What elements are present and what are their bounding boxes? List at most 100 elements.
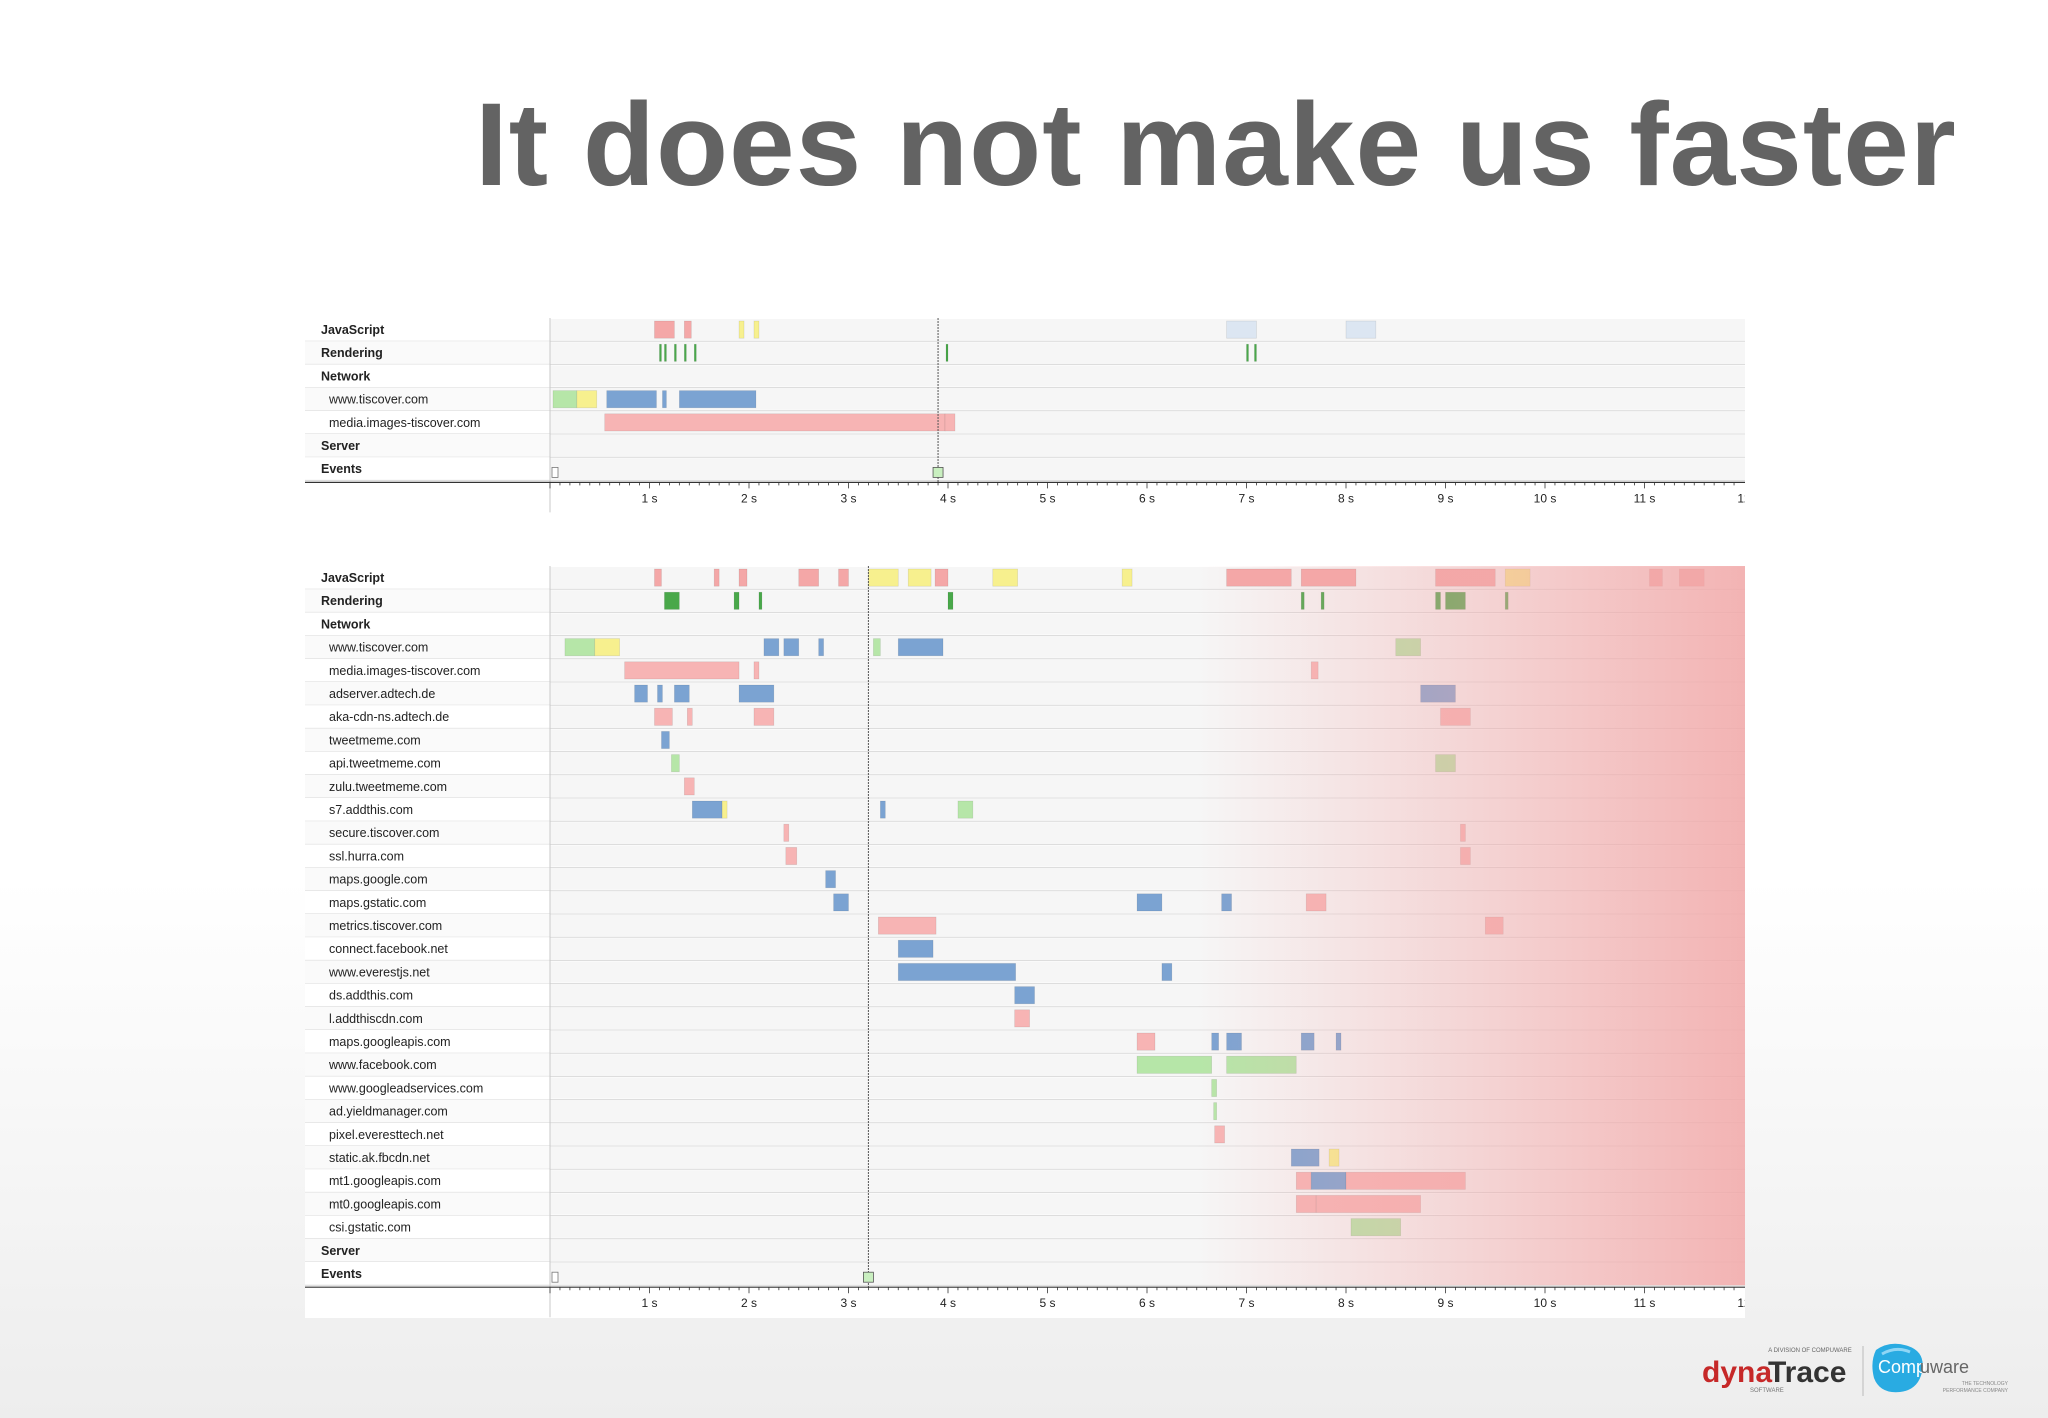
request-bar <box>763 638 780 657</box>
row-label: s7.addthis.com <box>329 803 413 817</box>
row-label: maps.gstatic.com <box>329 896 426 910</box>
request-bar <box>693 343 697 362</box>
row-label: ds.addthis.com <box>329 989 413 1003</box>
row-label: www.tiscover.com <box>328 641 428 655</box>
request-bar <box>654 320 675 339</box>
request-bar <box>674 684 690 703</box>
axis-tick-label: 1 s <box>641 491 657 505</box>
row-label: www.everestjs.net <box>328 965 430 979</box>
request-bar <box>738 684 775 703</box>
events-start-icon <box>551 1271 559 1283</box>
row-label-cell <box>305 1238 550 1262</box>
timeline-row: Network <box>305 364 1745 389</box>
row-label-cell <box>305 612 550 636</box>
logo-brand-a: dyna <box>1702 1356 1772 1389</box>
row-label: aka-cdn-ns.adtech.de <box>329 710 449 724</box>
request-bar <box>934 568 949 587</box>
row-label: JavaScript <box>321 571 385 585</box>
axis-tick-label: 1 s <box>641 1296 657 1310</box>
axis-tick-label: 11 s <box>1634 1296 1656 1310</box>
row-label: media.images-tiscover.com <box>329 664 480 678</box>
request-bar <box>798 568 819 587</box>
axis-tick-label: 10 s <box>1534 1296 1557 1310</box>
axis-tick-label: 6 s <box>1139 491 1155 505</box>
row-label-cell <box>305 890 550 914</box>
row-label: Rendering <box>321 346 383 360</box>
row-label-cell <box>305 844 550 868</box>
row-label: Network <box>321 617 370 631</box>
request-bar <box>878 916 937 935</box>
row-label: pixel.everesttech.net <box>329 1128 444 1142</box>
timeline-row: Rendering <box>305 341 1745 365</box>
row-label: static.ak.fbcdn.net <box>329 1151 430 1165</box>
request-bar <box>738 320 745 339</box>
request-bar <box>691 800 723 819</box>
request-bar <box>684 320 692 339</box>
request-bar <box>713 568 720 587</box>
row-label: Server <box>321 439 360 453</box>
request-bar <box>594 638 620 657</box>
timeline-row: www.tiscover.com <box>305 387 1745 412</box>
row-track <box>550 365 1745 387</box>
request-bar <box>753 707 775 726</box>
event-marker-icon <box>932 466 944 478</box>
timeline-row: Server <box>305 434 1745 458</box>
row-label: www.googleadservices.com <box>328 1081 483 1095</box>
row-label-cell <box>305 1262 550 1286</box>
request-bar <box>674 343 677 362</box>
row-label: secure.tiscover.com <box>329 826 439 840</box>
axis-tick-label: 11 s <box>1634 491 1656 505</box>
request-bar <box>753 320 760 339</box>
row-label: mt1.googleapis.com <box>329 1174 441 1188</box>
row-label: JavaScript <box>321 323 385 337</box>
logo-partner-a: Comp <box>1878 1357 1926 1377</box>
request-bar <box>684 777 695 796</box>
request-bar <box>897 638 944 657</box>
row-label-cell <box>305 705 550 729</box>
axis-tick-label: 7 s <box>1238 1296 1254 1310</box>
event-marker-icon <box>863 1271 874 1283</box>
request-bar <box>880 800 886 819</box>
row-label-cell <box>305 821 550 845</box>
row-label: media.images-tiscover.com <box>329 416 480 430</box>
logo-brand-b: Trace <box>1768 1356 1846 1389</box>
row-label-cell <box>305 983 550 1007</box>
timeline-row: JavaScript <box>305 318 1745 342</box>
row-label-cell <box>305 867 550 891</box>
request-bar <box>785 847 798 865</box>
row-label: Server <box>321 1244 360 1258</box>
row-track <box>550 435 1745 457</box>
request-bar <box>833 893 849 912</box>
cloud-highlight-icon <box>1881 1347 1911 1356</box>
row-label-cell <box>305 1146 550 1170</box>
axis-tick-label: 4 s <box>940 491 956 505</box>
logo-partner-b: uware <box>1920 1357 1969 1377</box>
row-label: connect.facebook.net <box>329 942 448 956</box>
request-bar <box>947 591 954 610</box>
request-bar <box>552 390 578 409</box>
row-label-cell <box>305 635 550 659</box>
axis-tick-label: 5 s <box>1039 1296 1055 1310</box>
axis-tick-label: 12 <box>1737 1296 1745 1310</box>
request-bar <box>907 568 932 587</box>
request-bar <box>664 591 680 610</box>
row-label: ad.yieldmanager.com <box>329 1105 448 1119</box>
logo-partner-tag2: PERFORMANCE COMPANY <box>1943 1388 2009 1394</box>
slide-title: It does not make us faster <box>475 79 1957 211</box>
row-label: ssl.hurra.com <box>329 849 404 863</box>
request-bar <box>576 390 598 409</box>
row-label: zulu.tweetmeme.com <box>329 780 447 794</box>
logo-partner-tag1: THE TECHNOLOGY <box>1962 1381 2009 1387</box>
row-label: mt0.googleapis.com <box>329 1197 441 1211</box>
axis-tick-label: 9 s <box>1437 491 1453 505</box>
request-bar <box>654 707 673 726</box>
row-label: tweetmeme.com <box>329 733 421 747</box>
request-bar <box>944 413 956 432</box>
request-bar <box>818 638 824 657</box>
row-label: maps.google.com <box>329 873 428 887</box>
row-label-cell <box>305 434 550 458</box>
row-label: www.facebook.com <box>328 1058 437 1072</box>
row-label-cell <box>305 728 550 752</box>
row-label-cell <box>305 387 550 411</box>
timeline-row: Events <box>305 457 1745 481</box>
